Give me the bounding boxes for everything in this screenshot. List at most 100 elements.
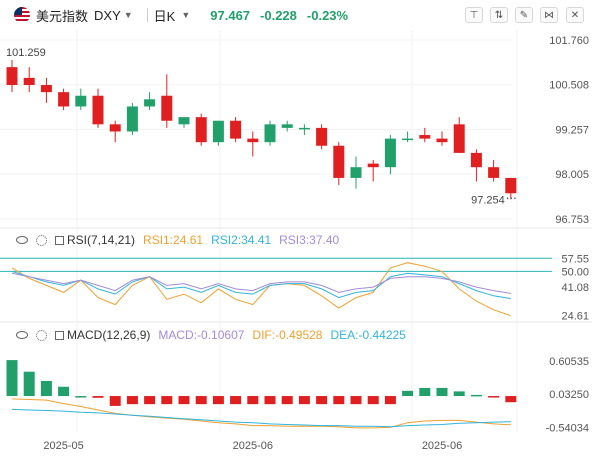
draw-icon[interactable]: ✎ [515, 7, 533, 23]
macd-histogram-bar [230, 396, 242, 405]
macd-tick-label: 0.03250 [549, 389, 589, 401]
candle-body [333, 145, 345, 178]
macd-histogram-bar [126, 396, 138, 405]
pin-icon[interactable]: ⊤ [465, 7, 483, 23]
macd-histogram-bar [247, 396, 259, 405]
macd-legend: MACD(12,26,9) MACD:-0.10607 DIF:-0.49528… [16, 327, 406, 343]
last-price: 97.467 [210, 7, 251, 23]
gear-icon[interactable] [36, 234, 47, 246]
gear-icon[interactable] [36, 329, 47, 341]
low-price-label: 97.254 [471, 194, 505, 206]
candle-body [92, 95, 104, 125]
compare-icon[interactable]: ⋈ [540, 7, 558, 23]
macd-histogram-bar [144, 396, 156, 405]
candle-body [488, 167, 500, 178]
x-axis-date-label: 2025-06 [233, 440, 273, 452]
rsi-name: RSI(7,14,21) [67, 233, 136, 247]
rsi1-value: RSI1:24.61 [143, 233, 204, 247]
candle-body [23, 77, 35, 86]
rsi-tick-label: 57.55 [561, 253, 589, 265]
macd-histogram-bar [161, 396, 173, 405]
macd-dea-line [11, 408, 511, 428]
candle-body [505, 177, 517, 194]
candle-body [178, 117, 190, 125]
candle-body [436, 138, 448, 143]
candle-body [195, 117, 207, 143]
macd-tick-label: 0.60535 [549, 356, 589, 368]
candle-body [470, 152, 482, 168]
indicator-icon[interactable]: ⇅ [490, 7, 508, 23]
macd-histogram-bar [367, 396, 379, 405]
price-tick-label: 98.005 [555, 169, 589, 181]
price-tick-label: 99.257 [555, 124, 589, 136]
header-divider [146, 8, 148, 22]
macd-histogram-bar [109, 396, 121, 406]
macd-histogram-bar [75, 396, 87, 398]
dif-value: DIF:-0.49528 [252, 328, 323, 342]
price-tick-label: 100.508 [549, 80, 589, 92]
rsi3-value: RSI3:37.40 [279, 233, 340, 247]
macd-dif-line [11, 398, 511, 429]
instrument-symbol[interactable]: DXY [94, 7, 121, 23]
macd-histogram-bar [488, 396, 500, 398]
candle-body [419, 135, 431, 139]
rsi-tick-label: 41.08 [561, 282, 589, 294]
candle-body [58, 92, 70, 107]
checkbox-icon[interactable] [55, 235, 64, 245]
macd-name: MACD(12,26,9) [67, 328, 151, 342]
macd-histogram-bar [505, 396, 517, 403]
macd-histogram-bar [92, 396, 104, 398]
macd-histogram-bar [298, 396, 310, 405]
rsi-legend: RSI(7,14,21) RSI1:24.61 RSI2:34.41 RSI3:… [16, 232, 339, 248]
macd-histogram-bar [23, 371, 35, 397]
candle-body [144, 99, 156, 107]
candle-body [75, 95, 87, 107]
candle-body [453, 124, 465, 153]
checkbox-icon[interactable] [55, 330, 64, 340]
x-axis-date-label: 2025-05 [43, 440, 83, 452]
chart-header: 美元指数 DXY ▼ 日K ▼ 97.467 -0.228 -0.23% [0, 0, 592, 30]
price-change-pct: -0.23% [306, 7, 349, 23]
rsi-series-line [11, 272, 511, 294]
symbol-dropdown-icon[interactable]: ▼ [123, 10, 133, 20]
eye-icon[interactable] [16, 331, 28, 339]
macd-histogram-bar [470, 394, 482, 397]
rsi-tick-label: 24.61 [561, 311, 589, 323]
expand-icon[interactable]: ✕ [566, 7, 584, 23]
rsi-series-line [11, 270, 511, 300]
macd-histogram-bar [6, 360, 18, 397]
macd-histogram-bar [178, 396, 190, 405]
macd-histogram-bar [264, 396, 276, 405]
us-flag-icon [14, 7, 30, 23]
candle-body [247, 138, 259, 143]
rsi-series-line [11, 262, 511, 317]
candle-body [264, 124, 276, 143]
x-axis-date-label: 2025-06 [422, 440, 462, 452]
candle-body [212, 120, 224, 143]
candle-body [40, 85, 52, 93]
macd-histogram-bar [436, 387, 448, 397]
macd-histogram-bar [281, 396, 293, 405]
macd-histogram-bar [316, 396, 328, 405]
macd-tick-label: -0.54034 [546, 422, 589, 434]
price-tick-label: 96.753 [555, 214, 589, 226]
price-change: -0.228 [260, 7, 297, 23]
candle-body [6, 67, 18, 86]
candle-body [384, 138, 396, 168]
low-price-marker: ⋯ [506, 192, 517, 204]
macd-histogram-bar [333, 396, 345, 405]
high-price-label: 101.259 [6, 47, 46, 59]
macd-histogram-bar [195, 396, 207, 405]
timeframe-selector[interactable]: 日K [153, 8, 176, 24]
eye-icon[interactable] [16, 236, 28, 244]
candle-body [230, 120, 242, 139]
dea-value: DEA:-0.44225 [330, 328, 406, 342]
candle-body [316, 127, 328, 146]
rsi2-value: RSI2:34.41 [211, 233, 272, 247]
instrument-name: 美元指数 [36, 8, 89, 24]
timeframe-dropdown-icon[interactable]: ▼ [181, 10, 191, 20]
candle-body [402, 138, 414, 141]
macd-histogram-bar [419, 387, 431, 397]
macd-histogram-bar [384, 396, 396, 405]
